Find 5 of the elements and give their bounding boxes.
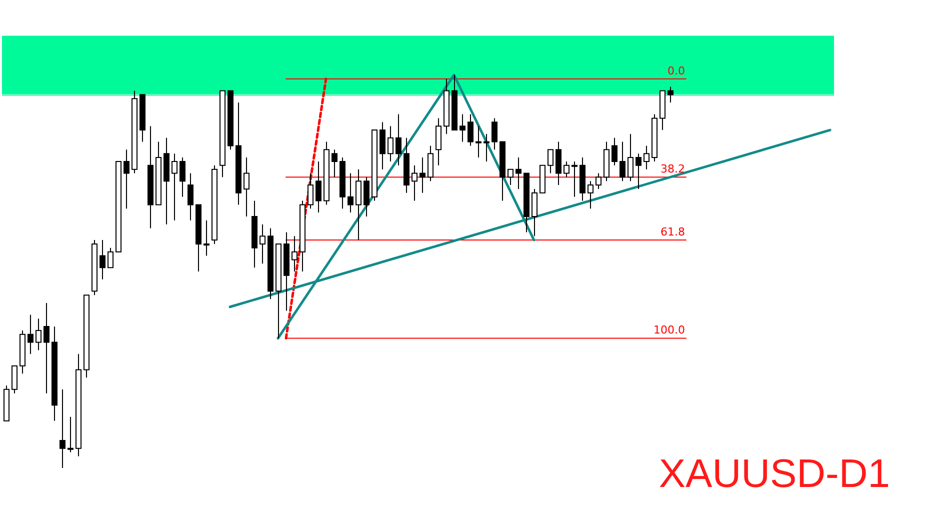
annotation: XAUUSD-D1 [658,452,890,496]
series-label: 38.2 [660,162,685,176]
series-label: 61.8 [660,225,685,238]
series-label: 0.0 [668,64,685,78]
series-label: 100.0 [654,324,685,337]
